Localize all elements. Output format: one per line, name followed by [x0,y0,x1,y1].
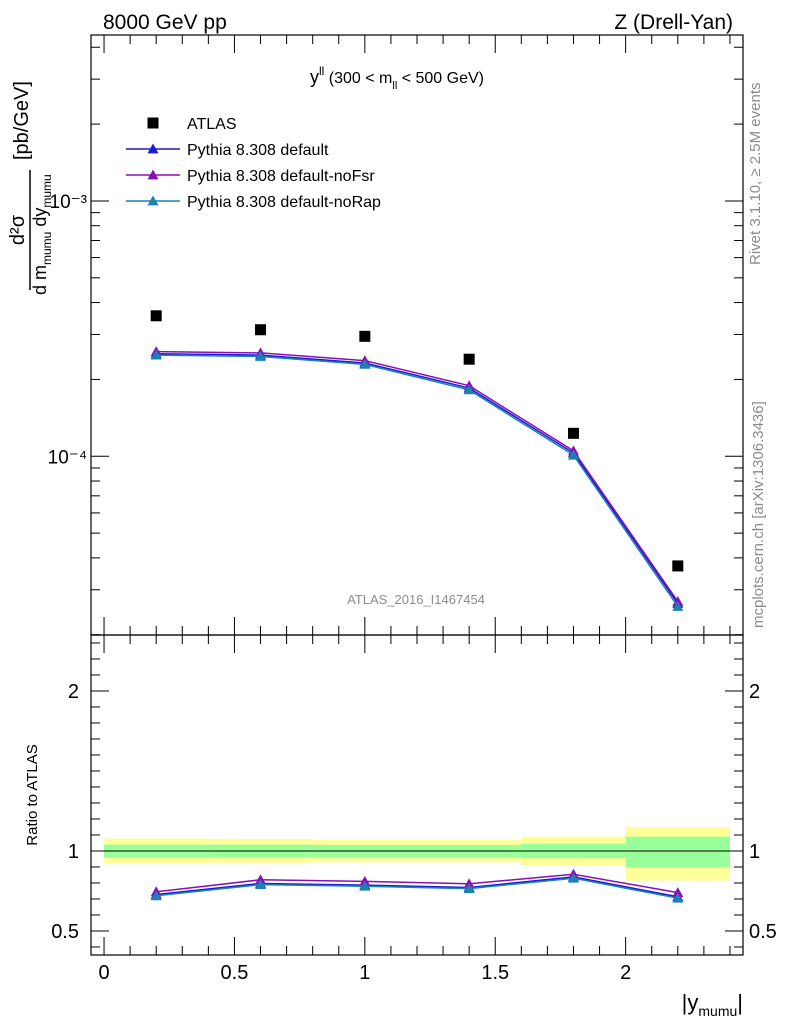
main-point-noRap [255,350,267,361]
main-point-noRap [359,358,371,369]
main-plot-area: 10⁻⁴ 10⁻³ [48,34,744,636]
y-axis-label-ratio: Ratio to ATLAS [24,744,41,845]
legend-label: ATLAS [187,116,237,133]
ratio-point-noRap [672,892,684,903]
x-tick-label: 0.5 [221,962,249,984]
main-line-noFsr [156,350,679,602]
ratio-y-tick-label-right: 0.5 [749,921,777,943]
main-line-default [156,353,679,604]
ylabel-unit: [pb/GeV] [11,81,33,160]
main-point-atlas [150,310,162,322]
main-point-noRap [150,349,162,360]
legend-label: Pythia 8.308 default-noFsr [187,168,375,185]
main-point-atlas [463,353,475,365]
x-axis-label: |ymumu| [682,990,743,1019]
main-point-noRap [567,449,579,460]
ratio-point-noRap [255,879,267,889]
ratio-line-noRap [156,877,678,899]
ratio-plot-area: 0.5 0.5 1 1 2 2 0 0.5 1 1.5 2 [51,634,777,984]
rivet-label: Rivet 3.1.10, ≥ 2.5M events [747,83,764,266]
legend: ATLAS Pythia 8.308 default Pythia 8.308 de… [126,116,381,211]
ratio-y-tick-label: 0.5 [51,921,79,943]
y-axis-label-main: d²σ d mmumu dymumu [pb/GeV] [7,81,54,295]
ratio-marks [150,868,684,903]
main-line-noRap [156,354,679,607]
ratio-y-tick-label: 2 [68,681,79,703]
ratio-y-tick-label: 1 [68,841,79,863]
ylabel-numerator: d²σ [7,214,29,245]
plot-title: yll (300 < mll < 500 GeV) [310,64,484,92]
header-left: 8000 GeV pp [103,11,227,34]
ratio-point-noRap [463,883,475,893]
ratio-line-default [156,876,678,898]
mcplots-label: mcplots.cern.ch [arXiv:1306.3436] [750,401,767,628]
main-ticks: 10⁻⁴ 10⁻³ [48,35,743,636]
x-tick-label: 1.5 [481,962,509,984]
ratio-ticks: 0.5 0.5 1 1 2 2 0 0.5 1 1.5 2 [51,635,777,984]
main-point-noRap [672,601,684,611]
ratio-point-noRap [567,872,579,883]
ratio-point-noFsr [672,887,684,897]
ratio-point-noRap [150,890,162,901]
main-point-atlas [359,330,371,342]
ylabel-denominator: d mmumu dymumu [30,174,54,295]
main-y-tick-label: 10⁻³ [50,192,88,213]
ratio-frame [90,634,744,956]
header-right: Z (Drell-Yan) [614,11,733,34]
main-point-atlas [567,427,579,439]
main-marks [150,310,684,611]
legend-marker-atlas [147,117,159,129]
ratio-y-tick-label-right: 1 [749,841,760,863]
ratio-band-inner [625,836,730,867]
x-tick-label: 0 [98,962,109,984]
x-tick-label: 1 [359,962,370,984]
main-point-atlas [672,560,684,572]
legend-label: Pythia 8.308 default-noRap [187,194,381,211]
legend-marker-noFsr [147,169,159,180]
legend-marker-noRap [147,195,159,206]
ratio-y-tick-label-right: 2 [749,681,760,703]
x-tick-label: 2 [620,962,631,984]
ratio-line-noFsr [156,873,678,894]
legend-marker-default [147,143,159,154]
main-point-atlas [255,324,267,336]
main-point-noRap [463,384,475,395]
watermark: ATLAS_2016_I1467454 [347,592,485,607]
ratio-bands [91,827,743,881]
legend-label: Pythia 8.308 default [187,142,329,159]
ratio-point-noRap [359,880,371,891]
main-y-tick-label: 10⁻⁴ [48,447,87,468]
